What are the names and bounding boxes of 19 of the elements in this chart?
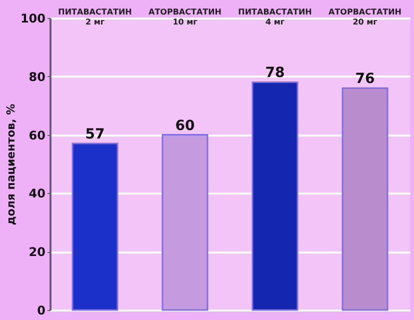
data-label: 60 [175, 118, 195, 134]
y-axis-title: доля пациентов, % [4, 104, 18, 226]
x-tick-label: ПИТАВАСТАТИН 4 мг [238, 8, 312, 26]
y-tick-label: 20 [28, 245, 46, 260]
y-tick-label: 100 [20, 12, 46, 26]
data-label: 57 [85, 126, 105, 143]
bar [72, 142, 118, 311]
y-tick-label: 60 [28, 128, 46, 142]
x-tick-label: АТОРВАСТАТИН 20 мг [328, 8, 402, 26]
bar [252, 81, 298, 311]
bar [342, 87, 388, 311]
x-tick-label: ПИТАВАСТАТИН 2 мг [58, 8, 132, 26]
x-tick-label: АТОРВАСТАТИН 10 мг [148, 8, 222, 26]
y-tick-label: 0 [37, 304, 46, 318]
bar [162, 134, 208, 311]
data-label: 78 [265, 65, 285, 82]
data-label: 76 [355, 71, 375, 88]
y-tick-label: 40 [28, 186, 46, 201]
y-tick-label: 80 [28, 70, 46, 84]
